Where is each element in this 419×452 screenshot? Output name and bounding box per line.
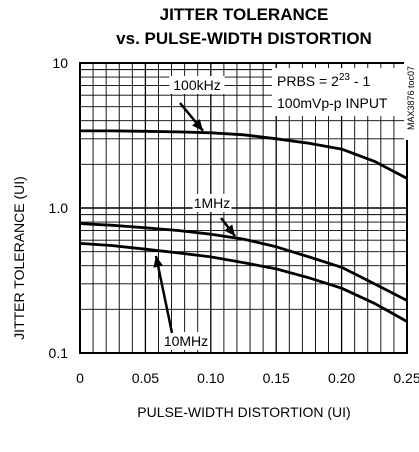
series-label-10mhz-arrow-shaft [154, 255, 174, 334]
annotation-input: 100mVp-p INPUT [277, 95, 388, 111]
plot-frame [79, 62, 408, 354]
series-line-100khz [80, 129, 408, 180]
series-label-1mhz-arrow-head [224, 224, 235, 237]
side-code-bg [404, 60, 418, 140]
series-label-1mhz-bg [192, 194, 232, 212]
side-code: MAX3876 toc07 [406, 66, 416, 130]
x-tick-label: 0.20 [328, 370, 355, 386]
x-tick-label: 0 [76, 370, 84, 386]
y-axis-label: JITTER TOLERANCE (UI) [11, 176, 27, 340]
y-tick-label: 1.0 [49, 200, 69, 216]
x-tick-label: 0.25 [393, 370, 419, 386]
tick-labels: 0 0.05 0.10 0.15 0.20 0.25 0.1 1.0 10 [49, 55, 419, 386]
series-group [79, 129, 408, 323]
annotations: 100kHz 1MHz 10MHz PRBS = 223 - 1 100mVp-p IN… [153, 60, 418, 350]
annotation-prbs: PRBS = 223 - 1 [277, 72, 370, 89]
series-line-10mhz [79, 242, 408, 323]
series-label-10mhz: 10MHz [164, 333, 208, 349]
x-tick-label: 0.10 [197, 370, 224, 386]
plot-border [79, 62, 408, 354]
series-line-1mhz [79, 222, 408, 302]
chart-title-line1: JITTER TOLERANCE [160, 5, 329, 24]
series-label-1mhz: 1MHz [194, 195, 231, 211]
series-label-100khz: 100kHz [173, 77, 220, 93]
y-tick-label: 0.1 [49, 345, 69, 361]
chart-title-line2: vs. PULSE-WIDTH DISTORTION [116, 29, 372, 48]
annotation-box-bg [272, 68, 405, 116]
x-axis-label: PULSE-WIDTH DISTORTION (UI) [137, 404, 350, 420]
series-label-100khz-bg [169, 76, 225, 94]
x-tick-label: 0.05 [132, 370, 159, 386]
x-tick-label: 0.15 [263, 370, 290, 386]
series-label-10mhz-arrow-head [153, 255, 164, 268]
series-label-10mhz-bg [162, 332, 210, 350]
series-label-100khz-arrow-head [192, 119, 203, 131]
y-tick-label: 10 [52, 55, 68, 71]
